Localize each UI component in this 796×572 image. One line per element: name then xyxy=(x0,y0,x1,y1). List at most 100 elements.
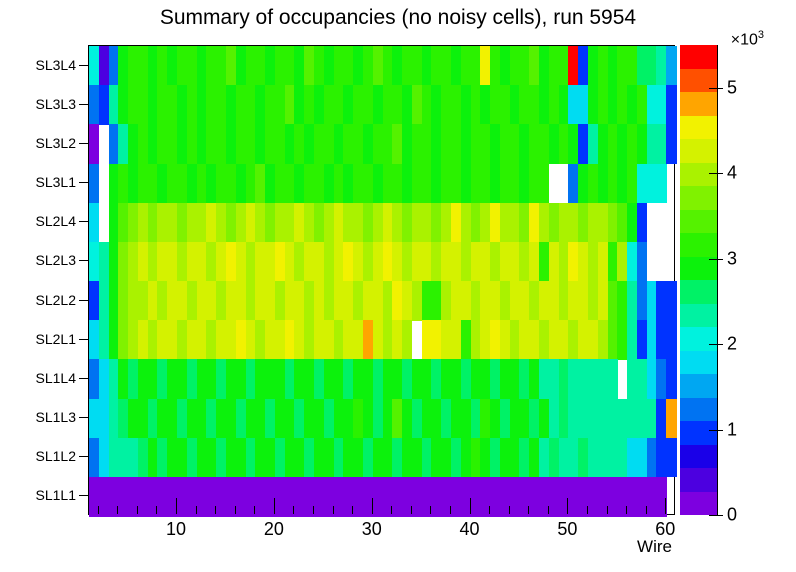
heatmap-cell xyxy=(431,163,442,204)
heatmap-cell xyxy=(108,124,119,165)
heatmap-cell xyxy=(362,281,374,321)
heatmap-cell xyxy=(137,437,149,478)
heatmap-cell xyxy=(245,359,256,400)
heatmap-cell xyxy=(421,359,432,400)
heatmap-cell xyxy=(548,124,560,165)
heatmap-cell xyxy=(627,437,638,478)
y-row-label: SL1L2 xyxy=(35,448,76,465)
heatmap-cell xyxy=(529,476,540,517)
x-axis-minor-tick xyxy=(136,506,138,514)
heatmap-cell xyxy=(245,46,256,86)
heatmap-cell xyxy=(548,281,560,321)
heatmap-cell xyxy=(509,163,521,204)
y-axis-tick xyxy=(79,182,88,184)
heatmap-cell xyxy=(343,398,354,439)
heatmap-cell xyxy=(333,46,344,86)
heatmap-cell xyxy=(255,241,266,282)
heatmap-cell xyxy=(646,46,658,86)
heatmap-cell xyxy=(597,241,609,282)
colorbar-tick-label: 3 xyxy=(727,248,738,269)
heatmap-cell xyxy=(450,124,462,165)
heatmap-cell xyxy=(255,359,266,400)
heatmap-cell xyxy=(627,281,638,321)
heatmap-cell xyxy=(411,437,423,478)
heatmap-cell xyxy=(529,281,540,321)
heatmap-cell xyxy=(225,281,237,321)
heatmap-cell xyxy=(450,437,462,478)
heatmap-cell xyxy=(89,437,100,478)
heatmap-cell xyxy=(177,476,188,517)
heatmap-cell xyxy=(548,46,560,86)
heatmap-cell xyxy=(235,46,247,86)
heatmap-cell xyxy=(343,163,354,204)
colorbar-band xyxy=(680,420,717,445)
heatmap-cell xyxy=(304,85,315,125)
heatmap-cell xyxy=(529,85,540,125)
heatmap-cell xyxy=(597,281,609,321)
heatmap-cell xyxy=(617,124,628,165)
heatmap-cell xyxy=(431,359,442,400)
heatmap-cell xyxy=(382,46,393,86)
heatmap-cell xyxy=(353,359,364,400)
heatmap-cell xyxy=(343,320,354,360)
heatmap-cell xyxy=(196,163,207,204)
heatmap-cell xyxy=(362,359,374,400)
heatmap-cell xyxy=(314,163,325,204)
heatmap-cell xyxy=(372,46,384,86)
heatmap-cell xyxy=(646,398,658,439)
heatmap-cell xyxy=(157,281,168,321)
heatmap-cell xyxy=(607,437,618,478)
heatmap-cell xyxy=(636,281,648,321)
heatmap-cell xyxy=(382,320,393,360)
heatmap-cell xyxy=(441,202,452,243)
heatmap-cell xyxy=(519,85,530,125)
heatmap-cell xyxy=(89,163,100,204)
heatmap-cell xyxy=(362,437,374,478)
heatmap-cell xyxy=(392,163,403,204)
heatmap-cell xyxy=(519,359,530,400)
heatmap-cell xyxy=(304,398,315,439)
colorbar-tick-label: 2 xyxy=(727,333,738,354)
heatmap-cell xyxy=(450,241,462,282)
heatmap-cell xyxy=(343,359,354,400)
heatmap-cell xyxy=(343,437,354,478)
heatmap-cell xyxy=(411,359,423,400)
heatmap-cell xyxy=(509,320,521,360)
heatmap-cell xyxy=(578,202,589,243)
heatmap-cell xyxy=(539,85,550,125)
heatmap-cell xyxy=(245,320,256,360)
heatmap-cell xyxy=(441,359,452,400)
heatmap-cell xyxy=(636,124,648,165)
heatmap-cell xyxy=(265,476,276,517)
heatmap-cell xyxy=(499,124,511,165)
heatmap-cell xyxy=(646,124,658,165)
heatmap-cell xyxy=(333,202,344,243)
heatmap-cell xyxy=(186,46,198,86)
heatmap-cell xyxy=(656,124,667,165)
heatmap-cell xyxy=(304,241,315,282)
colorbar-band xyxy=(680,44,717,69)
heatmap-cell xyxy=(529,46,540,86)
heatmap-cell xyxy=(304,202,315,243)
heatmap-cell xyxy=(646,437,658,478)
heatmap-cell xyxy=(421,398,432,439)
heatmap-cell xyxy=(548,437,560,478)
heatmap-cell xyxy=(402,359,413,400)
x-axis-minor-tick xyxy=(391,506,393,514)
colorbar-tick xyxy=(709,429,723,431)
heatmap-cell xyxy=(118,281,129,321)
y-row-label: SL3L3 xyxy=(35,95,76,112)
heatmap-cell xyxy=(568,476,579,517)
heatmap-cell xyxy=(98,476,110,517)
heatmap-cell xyxy=(186,320,198,360)
heatmap-cell xyxy=(519,163,530,204)
heatmap-cell xyxy=(157,163,168,204)
heatmap-cell xyxy=(353,241,364,282)
heatmap-cell xyxy=(578,241,589,282)
colorbar-band xyxy=(680,185,717,210)
heatmap-cell xyxy=(137,281,149,321)
heatmap-cell xyxy=(509,124,521,165)
heatmap-cell xyxy=(245,85,256,125)
heatmap-cell xyxy=(333,320,344,360)
heatmap-cell xyxy=(255,320,266,360)
